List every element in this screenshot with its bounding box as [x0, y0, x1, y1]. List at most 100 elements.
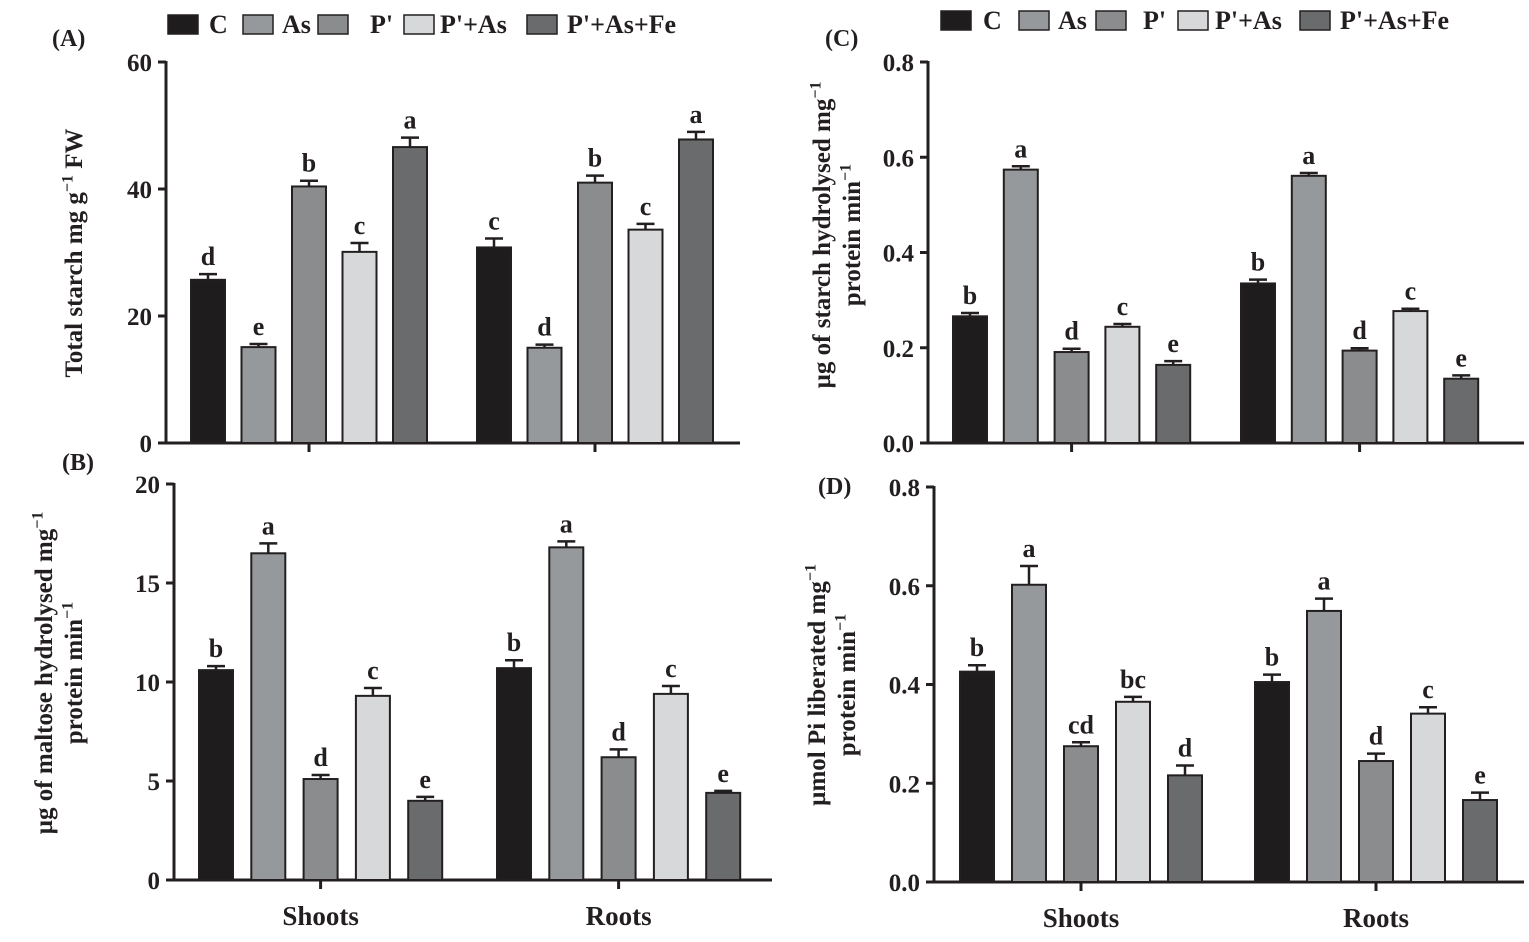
significance-letter: c — [367, 656, 379, 685]
bar — [1410, 712, 1446, 883]
bar — [341, 250, 378, 444]
legend-swatch — [167, 14, 199, 35]
bar — [1011, 583, 1047, 883]
y-tick-label: 20 — [127, 304, 152, 331]
bar — [190, 278, 226, 444]
category-label: Shoots — [282, 901, 359, 931]
y-tick-label: 40 — [127, 177, 152, 204]
y-axis-label: µg of maltose hydrolysed mg−1​ — [30, 512, 59, 835]
bar — [577, 181, 613, 444]
significance-letter: c — [640, 192, 652, 221]
bar — [1254, 681, 1290, 883]
bar — [678, 138, 714, 444]
significance-letter: e — [1167, 329, 1179, 358]
bar — [240, 346, 277, 444]
y-tick-label: 0.6 — [883, 145, 914, 172]
significance-letter: c — [665, 654, 677, 683]
bar — [1306, 609, 1342, 884]
bar — [1053, 351, 1090, 445]
bar — [476, 246, 512, 444]
legend-label: P' — [370, 10, 393, 39]
legend-label: P'+As+Fe — [1340, 6, 1449, 35]
significance-letter: a — [560, 509, 573, 538]
significance-letter: b — [963, 281, 977, 310]
bar — [1115, 700, 1151, 883]
y-tick-label: 0 — [148, 868, 161, 895]
y-axis-label: µg of starch hydrolysed mg−1​ — [808, 81, 837, 388]
significance-letter: d — [1178, 733, 1193, 762]
significance-letter: d — [1369, 722, 1384, 751]
panel-b: (B) 0 5 10 15 20 µg of maltose hydrolysed mg−1… — [30, 450, 772, 931]
significance-letter: b — [209, 634, 223, 663]
significance-letter: a — [1023, 534, 1036, 563]
significance-letter: b — [302, 149, 316, 178]
y-axis-label: protein min−1​ — [60, 602, 89, 744]
significance-letter: cd — [1068, 710, 1095, 739]
legend-label: P'+As — [1215, 6, 1282, 35]
significance-letter: d — [1352, 316, 1367, 345]
panel-a: (A) 0 20 40 60 Total starch mg g−1​ FW d c e d b b c… — [52, 10, 740, 458]
significance-letter: a — [262, 511, 275, 540]
bar — [250, 552, 287, 881]
category-label: Shoots — [1043, 903, 1120, 933]
bar — [1155, 363, 1192, 444]
legend-swatch — [1018, 10, 1050, 31]
legend-label: As — [1058, 6, 1087, 35]
significance-letter: a — [404, 106, 417, 135]
significance-letter: a — [1302, 141, 1315, 170]
bar — [291, 185, 327, 445]
significance-letter: c — [488, 207, 500, 236]
y-tick-label: 60 — [127, 50, 152, 77]
panel-d: (D) 0.0 0.2 0.4 0.6 0.8 µmol Pi liberated mg−1… — [803, 474, 1524, 933]
bar — [392, 146, 428, 444]
significance-letter: e — [717, 759, 729, 788]
panel-label: (D) — [818, 474, 851, 500]
significance-letter: a — [1014, 134, 1027, 163]
significance-letter: b — [507, 628, 521, 657]
y-tick-label: 15 — [135, 571, 160, 598]
bar — [1462, 799, 1498, 883]
legend-swatch — [1177, 10, 1209, 31]
y-tick-label: 20 — [135, 472, 160, 499]
legend-label: P'+As+Fe — [567, 10, 676, 39]
significance-letter: d — [1064, 317, 1079, 346]
significance-letter: c — [1117, 292, 1129, 321]
legend-swatch — [317, 14, 349, 35]
significance-letter: b — [1251, 248, 1265, 277]
y-axis-label: µmol Pi liberated mg−1​ — [803, 564, 832, 806]
bar — [1341, 349, 1378, 445]
significance-letter: b — [588, 144, 602, 173]
bar — [1358, 760, 1394, 883]
bar — [1167, 774, 1203, 883]
significance-letter: b — [970, 633, 984, 662]
significance-letter: b — [1265, 643, 1279, 672]
legend-label: C — [983, 6, 1002, 35]
legend-swatch — [940, 10, 972, 31]
bar — [496, 667, 532, 882]
y-tick-label: 10 — [135, 670, 160, 697]
significance-letter: e — [253, 312, 265, 341]
y-tick-label: 0.8 — [889, 475, 920, 502]
significance-letter: a — [1318, 567, 1331, 596]
y-tick-label: 0.2 — [889, 771, 920, 798]
significance-letter: e — [419, 765, 431, 794]
y-tick-label: 0.4 — [883, 241, 915, 268]
significance-letter: e — [1474, 761, 1486, 790]
legend-swatch — [526, 14, 558, 35]
category-label: Roots — [586, 901, 652, 931]
y-tick-label: 0.4 — [889, 673, 921, 700]
panel-c: (C) 0.0 0.2 0.4 0.6 0.8 µg of starch hydrolyse… — [808, 6, 1524, 458]
bar — [407, 799, 444, 881]
y-axis-label: protein min−1​ — [833, 614, 862, 756]
significance-letter: bc — [1120, 665, 1146, 694]
significance-letter: d — [313, 743, 328, 772]
bar — [600, 756, 637, 881]
panel-label: (B) — [62, 450, 94, 476]
legend-label: C — [209, 10, 228, 39]
y-axis-label: protein min−1​ — [838, 164, 867, 306]
bar — [1104, 325, 1141, 445]
y-tick-label: 0.0 — [883, 431, 914, 458]
y-tick-label: 0.2 — [883, 336, 914, 363]
bar — [627, 228, 664, 444]
